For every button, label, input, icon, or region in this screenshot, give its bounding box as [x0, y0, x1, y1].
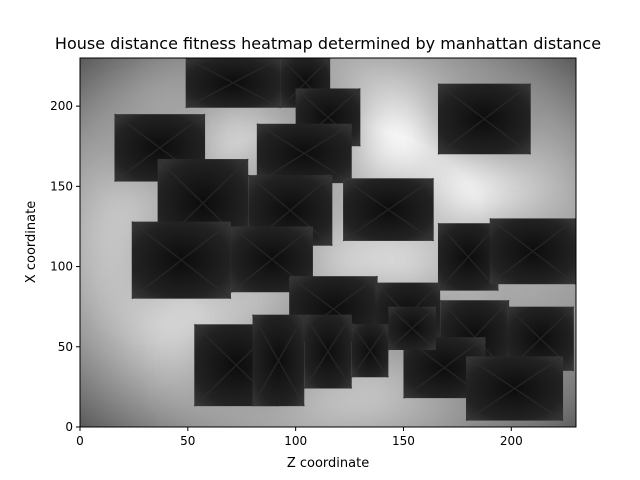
x-tick-label: 150 [392, 434, 415, 448]
x-tick-label: 200 [500, 434, 523, 448]
house-diagonals [465, 355, 564, 422]
house-diagonals [251, 314, 305, 407]
y-axis: 0 50 100 150 200 [50, 99, 80, 434]
house-diagonals [437, 222, 499, 292]
plot-frame [79, 57, 577, 428]
house-diagonals [351, 323, 389, 378]
y-tick-label: 150 [50, 179, 73, 193]
y-tick-label: 200 [50, 99, 73, 113]
x-tick-label: 50 [180, 434, 195, 448]
y-tick-label: 100 [50, 260, 73, 274]
x-tick-label: 100 [284, 434, 307, 448]
house-diagonals [303, 314, 353, 389]
heatmap-houses [114, 58, 576, 422]
plot-area [80, 58, 576, 427]
house-diagonals [489, 217, 576, 285]
y-tick-label: 0 [65, 420, 73, 434]
house-diagonals [131, 221, 232, 300]
house-diagonals [387, 306, 437, 351]
x-tick-label: 0 [76, 434, 84, 448]
house-diagonals [256, 123, 353, 184]
x-axis-label: Z coordinate [287, 456, 369, 471]
y-tick-label: 50 [58, 340, 73, 354]
y-axis-label: X coordinate [24, 201, 39, 283]
chart-title: House distance fitness heatmap determine… [55, 34, 601, 53]
house-diagonals [185, 58, 281, 109]
house-diagonals [342, 177, 435, 242]
x-axis: 0 50 100 150 200 [76, 427, 523, 448]
house-diagonals [437, 83, 532, 155]
